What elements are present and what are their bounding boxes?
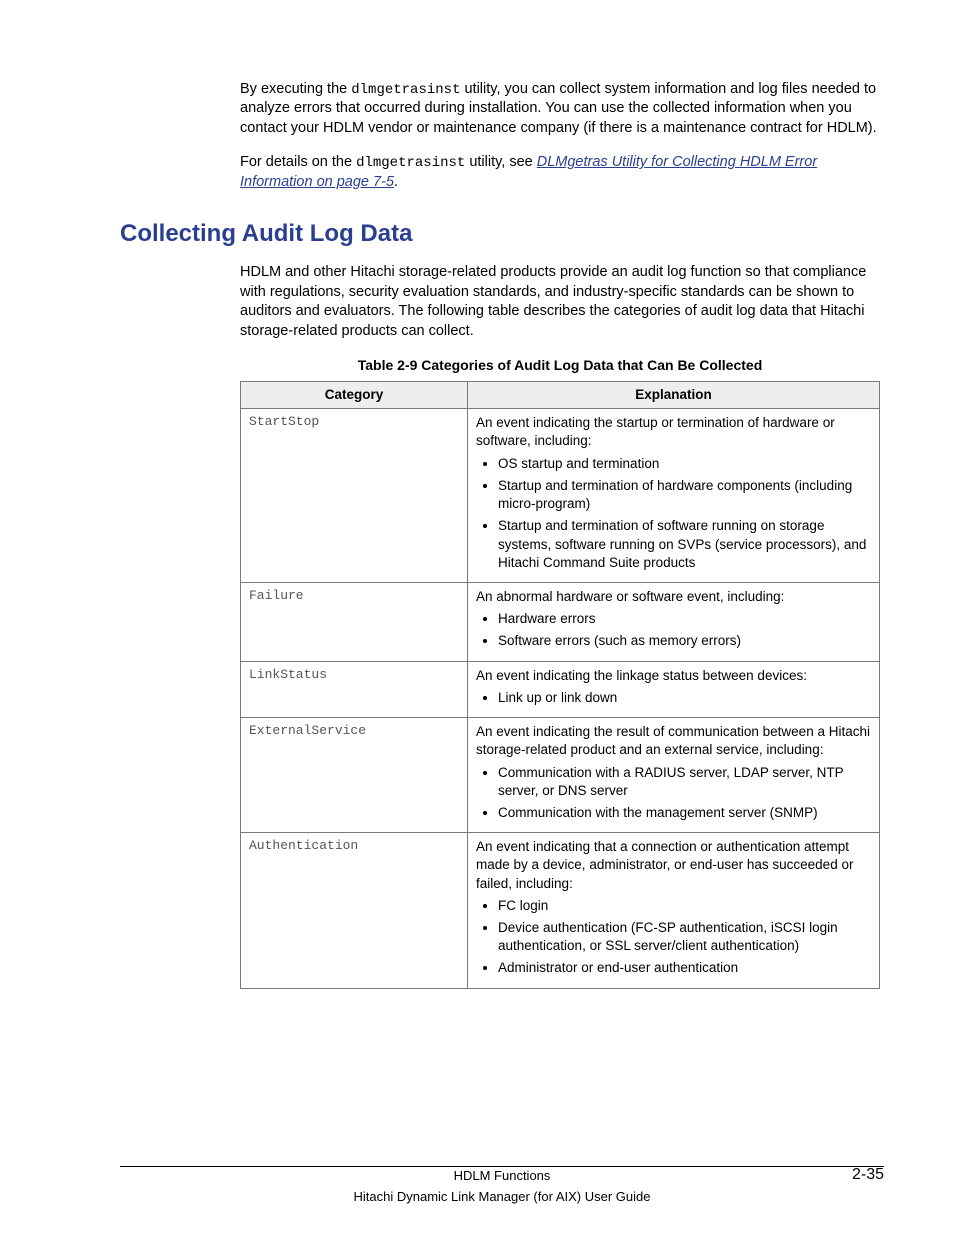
explanation-cell: An event indicating the linkage status b… (468, 661, 880, 717)
code-text: dlmgetrasinst (356, 155, 465, 171)
list-item: Device authentication (FC-SP authenticat… (498, 919, 871, 955)
explanation-intro: An event indicating the result of commun… (476, 724, 870, 757)
explanation-list: Hardware errors Software errors (such as… (476, 610, 871, 650)
explanation-cell: An abnormal hardware or software event, … (468, 582, 880, 661)
table-row: ExternalService An event indicating the … (241, 718, 880, 833)
explanation-intro: An event indicating the startup or termi… (476, 415, 835, 448)
footer-doc-title: Hitachi Dynamic Link Manager (for AIX) U… (120, 1189, 884, 1205)
list-item: FC login (498, 897, 871, 915)
table-header-row: Category Explanation (241, 382, 880, 409)
table-header-explanation: Explanation (468, 382, 880, 409)
list-item: Hardware errors (498, 610, 871, 628)
table-row: Failure An abnormal hardware or software… (241, 582, 880, 661)
page-footer: HDLM Functions 2-35 Hitachi Dynamic Link… (120, 1166, 884, 1205)
explanation-intro: An event indicating the linkage status b… (476, 668, 807, 683)
explanation-intro: An abnormal hardware or software event, … (476, 589, 784, 604)
audit-log-table: Category Explanation StartStop An event … (240, 381, 880, 988)
explanation-cell: An event indicating the startup or termi… (468, 409, 880, 583)
paragraph-1: By executing the dlmgetrasinst utility, … (240, 80, 884, 139)
table-row: StartStop An event indicating the startu… (241, 409, 880, 583)
list-item: Startup and termination of software runn… (498, 517, 871, 572)
text: For details on the (240, 154, 356, 170)
explanation-list: Link up or link down (476, 689, 871, 707)
table-header-category: Category (241, 382, 468, 409)
footer-page-number: 2-35 (852, 1166, 884, 1184)
page: By executing the dlmgetrasinst utility, … (0, 0, 954, 1235)
list-item: Software errors (such as memory errors) (498, 632, 871, 650)
code-text: dlmgetrasinst (351, 82, 460, 98)
footer-rule: HDLM Functions 2-35 (120, 1166, 884, 1185)
footer-section-title: HDLM Functions (120, 1167, 884, 1185)
table-row: LinkStatus An event indicating the linka… (241, 661, 880, 717)
explanation-cell: An event indicating that a connection or… (468, 833, 880, 989)
list-item: Communication with the management server… (498, 804, 871, 822)
table-body: StartStop An event indicating the startu… (241, 409, 880, 988)
category-cell: StartStop (241, 409, 468, 583)
text: By executing the (240, 81, 351, 97)
list-item: OS startup and termination (498, 455, 871, 473)
paragraph-3: HDLM and other Hitachi storage-related p… (240, 263, 884, 341)
list-item: Link up or link down (498, 689, 871, 707)
explanation-list: FC login Device authentication (FC-SP au… (476, 897, 871, 978)
category-cell: Failure (241, 582, 468, 661)
explanation-intro: An event indicating that a connection or… (476, 839, 853, 890)
category-cell: Authentication (241, 833, 468, 989)
text: utility, see (465, 154, 536, 170)
table-caption: Table 2-9 Categories of Audit Log Data t… (240, 357, 880, 373)
explanation-list: Communication with a RADIUS server, LDAP… (476, 764, 871, 823)
list-item: Startup and termination of hardware comp… (498, 477, 871, 513)
table-row: Authentication An event indicating that … (241, 833, 880, 989)
category-cell: LinkStatus (241, 661, 468, 717)
text: . (394, 174, 398, 190)
explanation-cell: An event indicating the result of commun… (468, 718, 880, 833)
section-heading: Collecting Audit Log Data (120, 220, 884, 248)
explanation-list: OS startup and termination Startup and t… (476, 455, 871, 572)
list-item: Communication with a RADIUS server, LDAP… (498, 764, 871, 800)
paragraph-2: For details on the dlmgetrasinst utility… (240, 153, 884, 192)
category-cell: ExternalService (241, 718, 468, 833)
list-item: Administrator or end-user authentication (498, 959, 871, 977)
